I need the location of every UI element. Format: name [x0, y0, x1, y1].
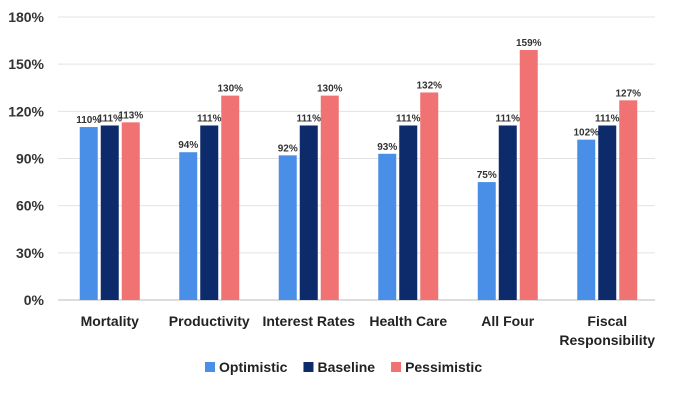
- data-label: 130%: [217, 84, 243, 95]
- legend-swatch: [205, 362, 215, 372]
- x-tick-label: Responsibility: [559, 332, 655, 348]
- bar-baseline: [598, 125, 617, 300]
- bar-optimistic: [378, 153, 397, 300]
- x-tick-label: Mortality: [81, 313, 140, 329]
- data-label: 159%: [516, 38, 542, 49]
- y-tick-label: 180%: [8, 9, 44, 25]
- data-label: 92%: [278, 143, 298, 154]
- y-tick-label: 60%: [16, 198, 45, 214]
- y-tick-label: 30%: [16, 245, 45, 261]
- bar-baseline: [399, 125, 418, 300]
- x-tick-label: Interest Rates: [262, 313, 355, 329]
- data-label: 111%: [496, 113, 521, 124]
- data-label: 132%: [416, 80, 442, 91]
- x-tick-label: Productivity: [169, 313, 250, 329]
- y-tick-label: 150%: [8, 56, 44, 72]
- data-label: 111%: [297, 113, 322, 124]
- y-tick-label: 0%: [24, 292, 45, 308]
- legend-label: Baseline: [317, 359, 375, 375]
- y-tick-label: 120%: [8, 103, 44, 119]
- data-label: 102%: [573, 128, 599, 139]
- data-label: 110%: [76, 115, 101, 126]
- legend-swatch: [391, 362, 402, 372]
- data-label: 111%: [197, 113, 222, 124]
- legend-label: Optimistic: [219, 359, 288, 375]
- legend-label: Pessimistic: [405, 359, 482, 375]
- legend-swatch: [303, 362, 314, 372]
- data-label: 111%: [595, 113, 620, 124]
- y-tick-label: 90%: [16, 151, 45, 167]
- x-tick-label: Fiscal: [587, 313, 627, 329]
- bar-pessimistic: [320, 95, 339, 300]
- bar-optimistic: [477, 182, 496, 300]
- bar-pessimistic: [619, 100, 638, 300]
- bar-pessimistic: [121, 122, 140, 300]
- bar-pessimistic: [221, 95, 240, 300]
- x-tick-label: All Four: [481, 313, 534, 329]
- data-label: 111%: [98, 113, 123, 124]
- bar-baseline: [100, 125, 119, 300]
- data-label: 130%: [317, 84, 343, 95]
- data-label: 94%: [178, 140, 198, 151]
- data-label: 93%: [377, 142, 397, 153]
- bar-optimistic: [179, 152, 198, 300]
- bar-baseline: [200, 125, 219, 300]
- bar-optimistic: [278, 155, 297, 300]
- data-label: 75%: [477, 170, 497, 181]
- data-label: 111%: [396, 113, 421, 124]
- bar-pessimistic: [420, 92, 439, 300]
- bar-optimistic: [577, 139, 596, 300]
- data-label: 127%: [615, 88, 641, 99]
- data-label: 113%: [118, 110, 143, 121]
- bar-optimistic: [79, 127, 98, 300]
- bar-pessimistic: [519, 50, 538, 301]
- x-tick-label: Health Care: [369, 313, 447, 329]
- bar-baseline: [299, 125, 318, 300]
- bar-baseline: [498, 125, 517, 300]
